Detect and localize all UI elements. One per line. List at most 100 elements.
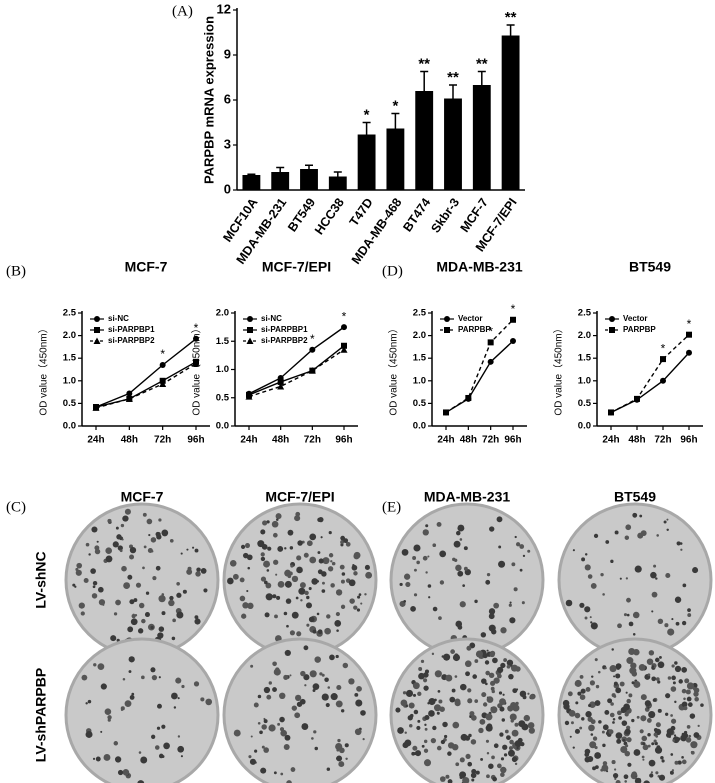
colony <box>581 557 586 562</box>
colony <box>263 719 268 724</box>
colony <box>322 581 325 585</box>
colony <box>145 591 150 595</box>
colony <box>122 677 126 681</box>
data-point <box>341 342 347 349</box>
colony <box>158 595 166 603</box>
colony <box>467 688 472 693</box>
colony <box>83 578 89 583</box>
y-tick-label: 1.5 <box>413 353 427 364</box>
colony <box>490 680 496 686</box>
colony <box>455 620 463 628</box>
colony <box>503 753 508 757</box>
colony <box>424 727 428 731</box>
colony <box>97 663 105 670</box>
plate-rim <box>64 637 220 783</box>
colony <box>674 760 679 765</box>
colony <box>489 526 495 532</box>
bar <box>271 172 290 190</box>
bar <box>242 175 261 190</box>
colony <box>239 577 245 583</box>
colony <box>345 757 348 761</box>
colony <box>272 594 277 599</box>
colony <box>655 657 660 663</box>
colony <box>639 729 644 734</box>
colony <box>301 723 309 730</box>
x-tick-label: 72h <box>482 435 499 446</box>
colony <box>261 724 267 730</box>
colony <box>655 734 659 738</box>
colony <box>486 649 489 652</box>
colony <box>642 744 649 751</box>
colony <box>617 623 622 629</box>
colony <box>685 689 691 695</box>
colony <box>311 578 319 585</box>
chart-title: MCF-7 <box>125 259 168 275</box>
colony <box>490 686 495 691</box>
colony <box>626 737 632 743</box>
colony <box>227 577 234 585</box>
colony <box>462 584 466 587</box>
colony <box>80 611 85 616</box>
colony <box>678 679 683 684</box>
colony <box>602 593 605 596</box>
colony <box>312 629 317 634</box>
colony <box>304 684 307 687</box>
colony <box>171 692 178 700</box>
colony <box>686 725 691 729</box>
colony <box>314 656 321 663</box>
colony <box>671 618 674 621</box>
colony <box>340 709 345 713</box>
colony <box>674 661 678 665</box>
colony <box>296 701 303 707</box>
colony <box>445 674 453 682</box>
colony <box>240 544 246 549</box>
colony <box>604 666 607 670</box>
colony <box>154 745 160 750</box>
colony <box>158 626 165 632</box>
colony <box>317 629 323 635</box>
colony <box>260 556 266 562</box>
x-tick-label: T47D <box>347 196 376 229</box>
colony <box>424 714 430 721</box>
colony <box>117 769 124 776</box>
colony <box>265 582 272 589</box>
colony <box>423 685 429 691</box>
colony <box>120 708 124 712</box>
colony <box>631 681 635 685</box>
colony <box>110 635 117 642</box>
colony <box>336 684 342 691</box>
colony <box>641 735 648 742</box>
legend-label: si-PARPBP2 <box>108 336 155 345</box>
colony <box>279 716 285 723</box>
colony <box>74 585 77 588</box>
bar <box>415 91 434 190</box>
colony <box>91 593 98 599</box>
colony <box>466 645 472 651</box>
colony <box>500 772 505 778</box>
colony <box>674 700 677 704</box>
y-tick-label: 1.5 <box>63 353 77 364</box>
colony <box>328 553 334 558</box>
colony <box>688 734 692 738</box>
colony <box>107 518 112 523</box>
colony <box>488 613 495 620</box>
x-tick-label: 24h <box>240 435 257 446</box>
colony <box>665 572 671 579</box>
colony <box>681 667 688 673</box>
colony <box>277 546 284 552</box>
data-point <box>510 338 516 345</box>
colony <box>642 758 645 761</box>
colony <box>283 744 290 750</box>
error-bar <box>305 164 313 169</box>
series-line <box>445 319 514 414</box>
colony <box>402 742 409 749</box>
colony <box>412 745 418 751</box>
series-line <box>248 345 345 396</box>
colony <box>658 774 666 781</box>
colony <box>289 630 295 636</box>
colony <box>648 759 656 767</box>
colony <box>403 573 411 580</box>
colony <box>358 593 362 596</box>
colony <box>614 768 617 771</box>
colony <box>272 532 278 538</box>
